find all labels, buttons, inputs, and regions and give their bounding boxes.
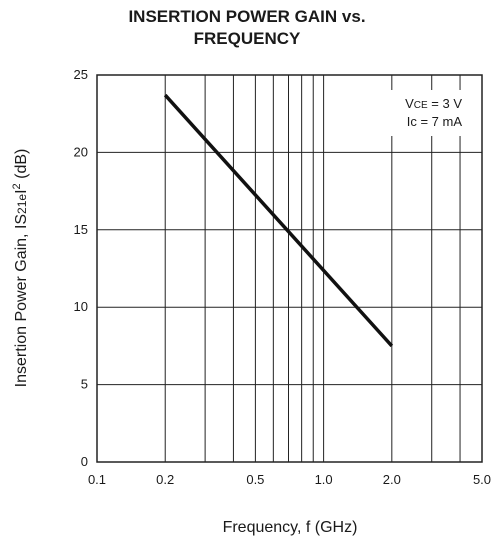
chart-title: INSERTION POWER GAIN vs. FREQUENCY: [0, 6, 494, 50]
x-tick-label: 0.1: [88, 472, 106, 487]
series-line: [163, 93, 394, 348]
grid-lines: [97, 75, 482, 462]
annotation-background: [376, 90, 476, 136]
y-tick-label: 20: [74, 144, 88, 159]
annotation-line1: VCE = 3 V: [405, 96, 462, 111]
y-tick-label: 5: [81, 377, 88, 392]
series-lines: [163, 93, 394, 348]
x-tick-label: 1.0: [315, 472, 333, 487]
x-axis-label: Frequency, f (GHz): [223, 519, 358, 536]
plot-frame: [96, 74, 483, 463]
x-tick-label: 2.0: [383, 472, 401, 487]
chart-title-line2: FREQUENCY: [193, 29, 301, 48]
y-tick-labels: 0 5 10 15 20 25: [74, 67, 88, 469]
x-tick-label: 5.0: [473, 472, 491, 487]
x-tick-label: 0.2: [156, 472, 174, 487]
y-tick-label: 25: [74, 67, 88, 82]
y-axis-label: Insertion Power Gain, IS21eI2 (dB): [11, 149, 30, 388]
y-tick-label: 15: [74, 222, 88, 237]
x-tick-labels: 0.1 0.2 0.5 1.0 2.0 5.0: [88, 472, 491, 487]
chart-title-line1: INSERTION POWER GAIN vs.: [128, 7, 366, 26]
y-tick-label: 0: [81, 454, 88, 469]
annotation: VCE = 3 V Ic = 7 mA: [405, 96, 462, 129]
y-tick-label: 10: [74, 299, 88, 314]
x-tick-label: 0.5: [246, 472, 264, 487]
annotation-line2: Ic = 7 mA: [407, 114, 463, 129]
